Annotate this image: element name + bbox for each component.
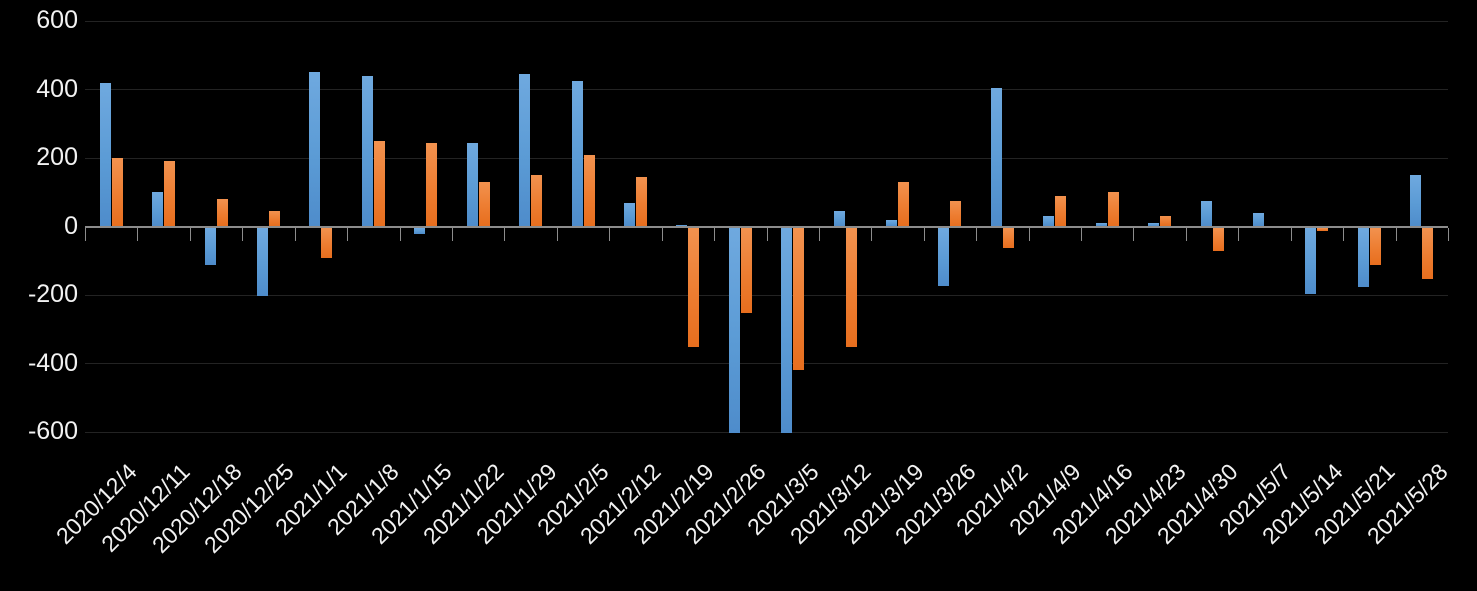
blue-series-bar[interactable] xyxy=(623,202,635,227)
blue-series-bar[interactable] xyxy=(571,80,583,227)
x-axis-tick xyxy=(714,227,716,241)
blue-series-bar[interactable] xyxy=(938,227,950,286)
blue-series-bar[interactable] xyxy=(1253,212,1265,227)
x-axis-tick xyxy=(504,227,506,241)
x-axis-tick xyxy=(923,227,925,241)
orange-series-bar[interactable] xyxy=(898,181,910,227)
orange-series-bar[interactable] xyxy=(950,200,962,227)
orange-series-bar[interactable] xyxy=(1055,195,1067,227)
orange-series-bar[interactable] xyxy=(216,199,228,227)
blue-series-bar[interactable] xyxy=(204,227,216,266)
x-axis-tick xyxy=(1238,227,1240,241)
x-axis-tick xyxy=(976,227,978,241)
y-axis-label: 0 xyxy=(64,211,78,240)
orange-series-bar[interactable] xyxy=(321,227,333,259)
blue-series-bar[interactable] xyxy=(256,227,268,296)
gridline xyxy=(85,20,1448,22)
blue-series-bar[interactable] xyxy=(1410,175,1422,227)
blue-series-bar[interactable] xyxy=(152,192,164,227)
y-axis-label: 200 xyxy=(36,143,78,171)
blue-series-bar[interactable] xyxy=(309,72,321,227)
x-axis-tick xyxy=(766,227,768,241)
orange-series-bar[interactable] xyxy=(793,227,805,370)
x-axis-tick xyxy=(85,227,86,241)
blue-series-bar[interactable] xyxy=(781,227,793,433)
x-axis-tick xyxy=(1133,227,1135,241)
x-axis-line xyxy=(85,225,1448,228)
blue-series-bar[interactable] xyxy=(1095,223,1107,227)
x-axis-tick xyxy=(347,227,349,241)
gridline xyxy=(85,89,1448,90)
blue-series-bar[interactable] xyxy=(728,227,740,433)
orange-series-bar[interactable] xyxy=(1369,227,1381,266)
orange-series-bar[interactable] xyxy=(268,211,280,227)
x-axis-tick xyxy=(294,227,296,241)
blue-series-bar[interactable] xyxy=(990,87,1002,227)
x-axis-tick xyxy=(137,227,139,241)
orange-series-bar[interactable] xyxy=(164,161,176,227)
blue-series-bar[interactable] xyxy=(466,142,478,227)
gridline xyxy=(85,294,1448,296)
y-axis-label: 400 xyxy=(36,74,78,103)
x-axis-tick xyxy=(871,227,873,241)
orange-series-bar[interactable] xyxy=(583,154,595,227)
x-axis-tick xyxy=(661,227,663,241)
blue-series-bar[interactable] xyxy=(414,227,426,235)
orange-series-bar[interactable] xyxy=(373,140,385,227)
x-axis-tick xyxy=(1290,227,1292,241)
x-axis-tick xyxy=(1343,227,1345,241)
gridline xyxy=(85,431,1448,433)
x-axis-tick xyxy=(242,227,244,241)
orange-series-bar[interactable] xyxy=(1317,227,1329,231)
blue-series-bar[interactable] xyxy=(886,219,898,227)
gridline xyxy=(85,157,1448,159)
blue-series-bar[interactable] xyxy=(833,211,845,227)
x-axis-tick xyxy=(189,227,191,241)
gridline xyxy=(85,363,1448,364)
orange-series-bar[interactable] xyxy=(426,142,438,227)
y-axis-label: -400 xyxy=(27,348,78,377)
blue-series-bar[interactable] xyxy=(1148,223,1160,227)
y-axis-label: -600 xyxy=(27,417,78,445)
y-axis-label: 600 xyxy=(36,6,78,34)
orange-series-bar[interactable] xyxy=(1002,227,1014,249)
x-axis-tick xyxy=(1395,227,1397,241)
orange-series-bar[interactable] xyxy=(111,158,123,227)
blue-series-bar[interactable] xyxy=(1357,227,1369,288)
blue-series-bar[interactable] xyxy=(1305,227,1317,295)
orange-series-bar[interactable] xyxy=(1107,192,1119,227)
orange-series-bar[interactable] xyxy=(845,227,857,348)
orange-series-bar[interactable] xyxy=(740,227,752,314)
x-axis-tick xyxy=(1028,227,1030,241)
x-axis-tick xyxy=(556,227,558,241)
x-axis-tick xyxy=(818,227,820,241)
orange-series-bar[interactable] xyxy=(1212,227,1224,252)
blue-series-bar[interactable] xyxy=(1043,216,1055,227)
orange-series-bar[interactable] xyxy=(635,176,647,227)
orange-series-bar[interactable] xyxy=(688,227,700,348)
x-axis-tick xyxy=(451,227,453,241)
x-axis-tick xyxy=(399,227,401,241)
blue-series-bar[interactable] xyxy=(361,75,373,227)
x-axis-tick xyxy=(1081,227,1083,241)
orange-series-bar[interactable] xyxy=(478,181,490,227)
blue-series-bar[interactable] xyxy=(99,82,111,227)
blue-series-bar[interactable] xyxy=(1200,200,1212,227)
blue-series-bar[interactable] xyxy=(519,74,531,227)
x-axis-tick xyxy=(1185,227,1187,241)
orange-series-bar[interactable] xyxy=(1160,216,1172,227)
orange-series-bar[interactable] xyxy=(531,175,543,227)
x-axis-tick xyxy=(609,227,611,241)
y-axis-label: -200 xyxy=(27,280,78,308)
x-axis-tick xyxy=(1448,227,1449,241)
orange-series-bar[interactable] xyxy=(1422,227,1434,279)
